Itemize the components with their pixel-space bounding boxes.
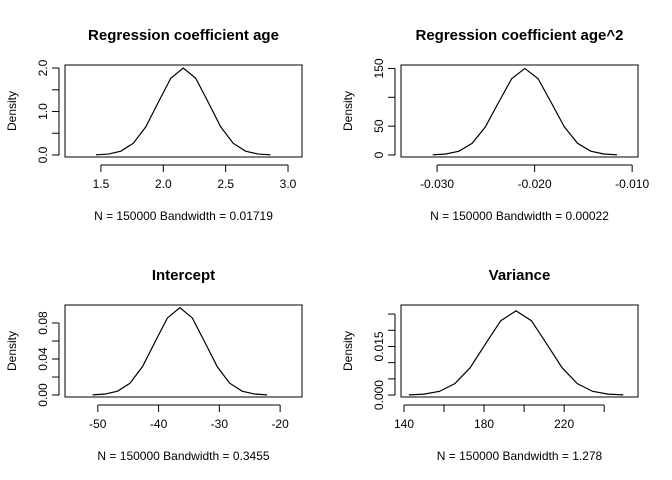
x-axis-label: N = 150000 Bandwidth = 0.3455: [97, 449, 269, 463]
y-tick-label: 50: [372, 119, 386, 133]
x-tick-label: -0.020: [518, 177, 552, 191]
y-tick-label: 0: [372, 151, 386, 158]
x-tick-label: -0.030: [420, 177, 454, 191]
panel: Regression coefficient age 1.5 2.0 2.5 3.0 N …: [5, 27, 303, 223]
y-axis-label: Density: [341, 91, 355, 131]
panel-title: Regression coefficient age^2: [416, 27, 624, 44]
plot-box: [64, 64, 303, 158]
panel-title: Intercept: [152, 267, 215, 284]
y-tick-label: 0.00: [36, 383, 50, 407]
panel: Intercept -50 -40 -30 -20 N = 150000 Bandwidt…: [5, 267, 303, 463]
density-line: [95, 67, 271, 156]
x-tick-label: -0.010: [615, 177, 649, 191]
y-axis-label: Density: [5, 331, 19, 371]
x-tick-label: 2.5: [217, 177, 234, 191]
panel: Variance 140 180 220 N = 150000 Bandwidth = …: [341, 267, 639, 463]
x-tick-label: 140: [394, 417, 414, 431]
y-tick-label: 0.015: [372, 331, 386, 361]
density-line: [92, 306, 268, 396]
x-tick-label: 220: [554, 417, 574, 431]
x-tick-label: -50: [89, 417, 107, 431]
x-tick-label: 180: [474, 417, 494, 431]
y-tick-label: 2.0: [36, 59, 50, 76]
y-tick-label: 0.08: [36, 311, 50, 335]
x-axis-label: N = 150000 Bandwidth = 0.00022: [430, 209, 609, 223]
y-tick-label: 0.0: [36, 146, 50, 163]
y-axis-label: Density: [341, 331, 355, 371]
y-axis-label: Density: [5, 91, 19, 131]
panel-title: Variance: [489, 267, 551, 284]
y-tick-label: 0.000: [372, 380, 386, 410]
panel: Regression coefficient age^2 -0.030 -0.020…: [341, 27, 649, 223]
x-axis-label: N = 150000 Bandwidth = 0.01719: [94, 209, 273, 223]
plot-box: [64, 304, 303, 398]
x-tick-label: 1.5: [93, 177, 110, 191]
panel-title: Regression coefficient age: [88, 27, 279, 44]
x-axis-label: N = 150000 Bandwidth = 1.278: [437, 449, 603, 463]
y-tick-label: 150: [372, 58, 386, 78]
x-tick-label: -40: [150, 417, 168, 431]
plot-box: [400, 64, 639, 158]
x-tick-label: 2.0: [155, 177, 172, 191]
plot-box: [400, 304, 639, 398]
y-tick-label: 1.0: [36, 103, 50, 120]
density-line: [408, 310, 624, 396]
x-tick-label: 3.0: [280, 177, 297, 191]
density-line: [432, 67, 618, 156]
y-tick-label: 0.04: [36, 347, 50, 371]
x-tick-label: -30: [211, 417, 229, 431]
x-tick-label: -20: [271, 417, 289, 431]
